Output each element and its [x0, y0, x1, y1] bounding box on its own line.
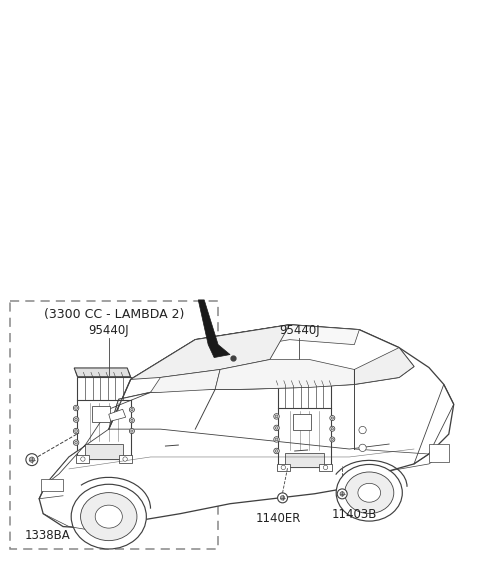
Bar [77, 377, 131, 459]
Ellipse shape [274, 448, 279, 454]
Ellipse shape [130, 418, 134, 423]
Ellipse shape [131, 419, 133, 422]
Ellipse shape [73, 440, 79, 445]
Circle shape [281, 465, 286, 470]
Circle shape [340, 492, 345, 496]
Ellipse shape [330, 437, 335, 442]
Bar [285, 452, 324, 468]
Ellipse shape [330, 415, 335, 420]
Polygon shape [215, 360, 354, 389]
Polygon shape [39, 325, 454, 528]
Ellipse shape [131, 409, 133, 411]
Ellipse shape [274, 437, 279, 442]
Text: 11403B: 11403B [332, 508, 377, 521]
Circle shape [26, 454, 38, 465]
Bar [277, 464, 290, 471]
Polygon shape [275, 377, 331, 385]
Ellipse shape [131, 430, 133, 432]
Text: (3300 CC - LAMBDA 2): (3300 CC - LAMBDA 2) [44, 308, 184, 321]
Bar [319, 464, 332, 471]
Polygon shape [198, 300, 230, 357]
Ellipse shape [331, 438, 334, 441]
Polygon shape [74, 368, 131, 377]
Ellipse shape [81, 493, 137, 541]
Circle shape [337, 489, 347, 499]
Ellipse shape [75, 407, 77, 409]
Ellipse shape [345, 472, 394, 514]
Ellipse shape [73, 428, 79, 434]
Bar [92, 406, 110, 422]
Ellipse shape [71, 484, 146, 549]
Bar [10, 301, 217, 549]
Ellipse shape [130, 407, 134, 412]
Circle shape [280, 496, 285, 500]
Polygon shape [151, 369, 220, 392]
Polygon shape [333, 397, 374, 470]
Ellipse shape [358, 483, 381, 502]
Ellipse shape [330, 426, 335, 431]
Ellipse shape [75, 418, 77, 421]
Ellipse shape [331, 428, 334, 430]
Polygon shape [195, 325, 360, 355]
Ellipse shape [275, 415, 278, 418]
Ellipse shape [275, 438, 278, 441]
Ellipse shape [331, 417, 334, 419]
Ellipse shape [275, 450, 278, 452]
Circle shape [359, 427, 366, 434]
Circle shape [81, 457, 85, 461]
Polygon shape [354, 348, 414, 384]
Ellipse shape [274, 414, 279, 419]
Ellipse shape [130, 429, 134, 433]
Ellipse shape [336, 464, 402, 521]
Ellipse shape [95, 505, 122, 528]
Bar [85, 444, 123, 459]
Bar [278, 385, 331, 468]
Polygon shape [109, 325, 414, 429]
Bar [41, 479, 63, 491]
Text: 95440J: 95440J [279, 324, 320, 337]
Ellipse shape [274, 425, 279, 430]
Ellipse shape [73, 405, 79, 411]
Text: 1338BA: 1338BA [25, 529, 71, 542]
Bar [429, 444, 449, 462]
Bar [119, 455, 132, 463]
Ellipse shape [75, 441, 77, 444]
Polygon shape [46, 392, 151, 484]
Bar [293, 414, 311, 430]
Ellipse shape [275, 427, 278, 429]
Circle shape [123, 457, 127, 461]
Circle shape [324, 465, 328, 470]
Text: 1140ER: 1140ER [256, 512, 301, 525]
Bar [76, 455, 89, 463]
Polygon shape [131, 325, 290, 379]
Ellipse shape [73, 417, 79, 422]
Ellipse shape [75, 430, 77, 432]
Circle shape [277, 493, 288, 503]
Circle shape [359, 444, 366, 451]
Text: 95440J: 95440J [89, 324, 129, 337]
Circle shape [29, 457, 35, 463]
Polygon shape [109, 409, 126, 421]
